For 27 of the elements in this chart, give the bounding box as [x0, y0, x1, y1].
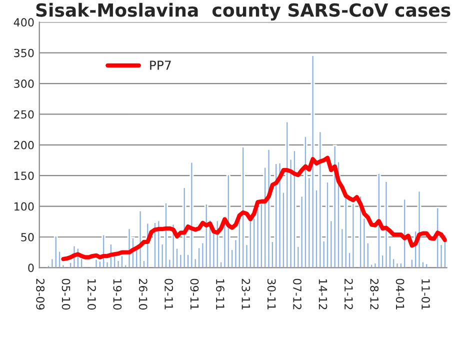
y-tick-label: 400 [14, 18, 34, 27]
x-tick-label: 19-10 [113, 279, 122, 310]
y-tick-label: 150 [14, 172, 34, 180]
x-tick-label: 28-12 [370, 278, 379, 310]
chart-title: Sisak-Moslavina county SARS-CoV cases [36, 2, 450, 21]
x-tick-label: 30-11 [267, 278, 276, 310]
x-tick-label: 16-11 [216, 279, 224, 310]
x-tick-label: 21-12 [344, 278, 353, 310]
x-tick-label: 23-11 [242, 278, 250, 310]
x-tick-label: 14-12 [318, 279, 328, 310]
x-tick-label: 07-12 [293, 278, 302, 310]
legend-label: PP7 [150, 60, 171, 70]
y-tick-label: 100 [14, 202, 34, 211]
y-tick-label: 300 [14, 80, 34, 88]
x-tick-label: 26-10 [138, 278, 148, 310]
y-tick-label: 0 [28, 264, 34, 272]
x-tick-label: 09-11 [190, 278, 199, 310]
y-tick-label: 250 [14, 110, 34, 119]
x-tick-label: 11-01 [422, 279, 430, 310]
y-tick-label: 50 [21, 232, 34, 242]
x-tick-label: 12-10 [88, 279, 96, 310]
x-tick-label: 02-11 [164, 278, 174, 310]
y-tick-label: 350 [14, 48, 34, 58]
x-tick-label: 04-01 [396, 278, 404, 310]
x-tick-label: 05-10 [62, 278, 70, 310]
x-tick-label: 28-09 [36, 278, 45, 310]
y-tick-label: 200 [14, 140, 34, 150]
